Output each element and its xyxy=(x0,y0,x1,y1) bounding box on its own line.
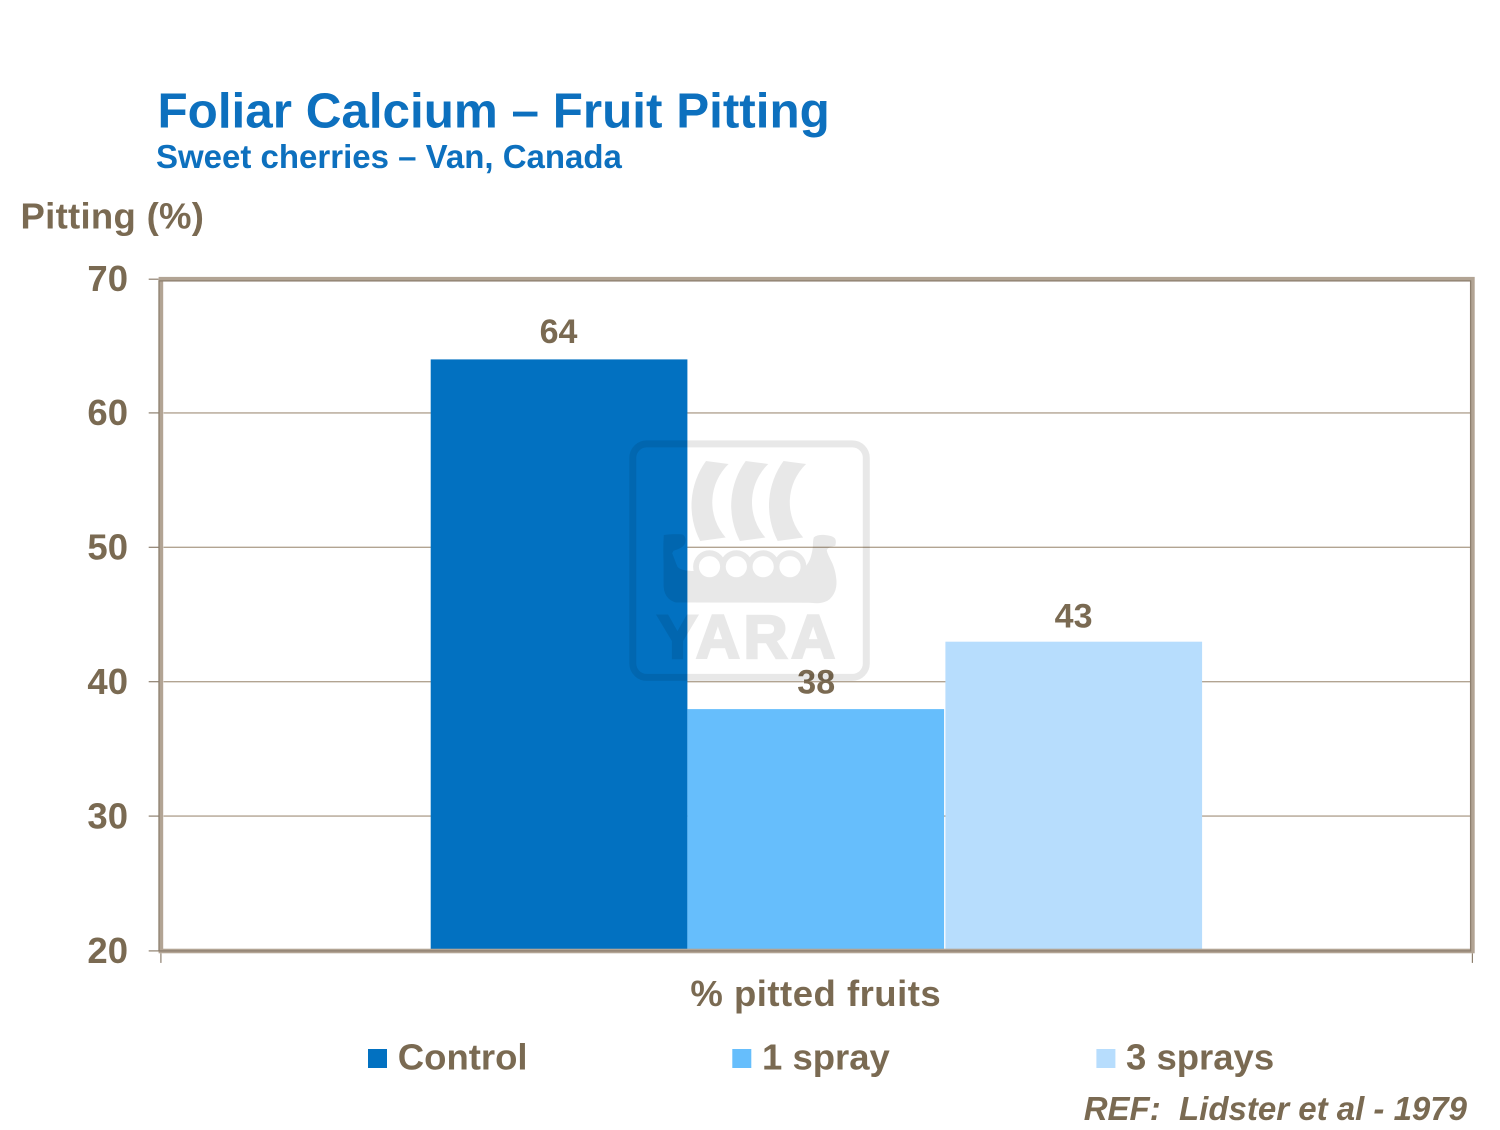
svg-text:Control: Control xyxy=(398,1037,528,1078)
svg-text:Foliar Calcium – Fruit Pitting: Foliar Calcium – Fruit Pitting xyxy=(158,84,830,139)
svg-text:3 sprays: 3 sprays xyxy=(1126,1037,1274,1078)
svg-text:40: 40 xyxy=(87,661,128,702)
svg-text:Pitting (%): Pitting (%) xyxy=(21,196,205,237)
svg-text:YARA: YARA xyxy=(657,603,839,671)
svg-text:38: 38 xyxy=(797,663,835,701)
svg-text:70: 70 xyxy=(87,258,128,299)
svg-text:% pitted fruits: % pitted fruits xyxy=(690,973,941,1014)
svg-text:REF: Lidster et al - 1979: REF: Lidster et al - 1979 xyxy=(1084,1090,1468,1125)
svg-text:20: 20 xyxy=(87,930,128,971)
svg-text:60: 60 xyxy=(87,392,128,433)
svg-text:Sweet cherries – Van, Canada: Sweet cherries – Van, Canada xyxy=(156,138,623,175)
svg-text:64: 64 xyxy=(540,313,578,351)
svg-text:1 spray: 1 spray xyxy=(762,1037,891,1078)
svg-text:50: 50 xyxy=(87,527,128,568)
svg-text:43: 43 xyxy=(1055,598,1093,636)
svg-text:30: 30 xyxy=(87,795,128,836)
